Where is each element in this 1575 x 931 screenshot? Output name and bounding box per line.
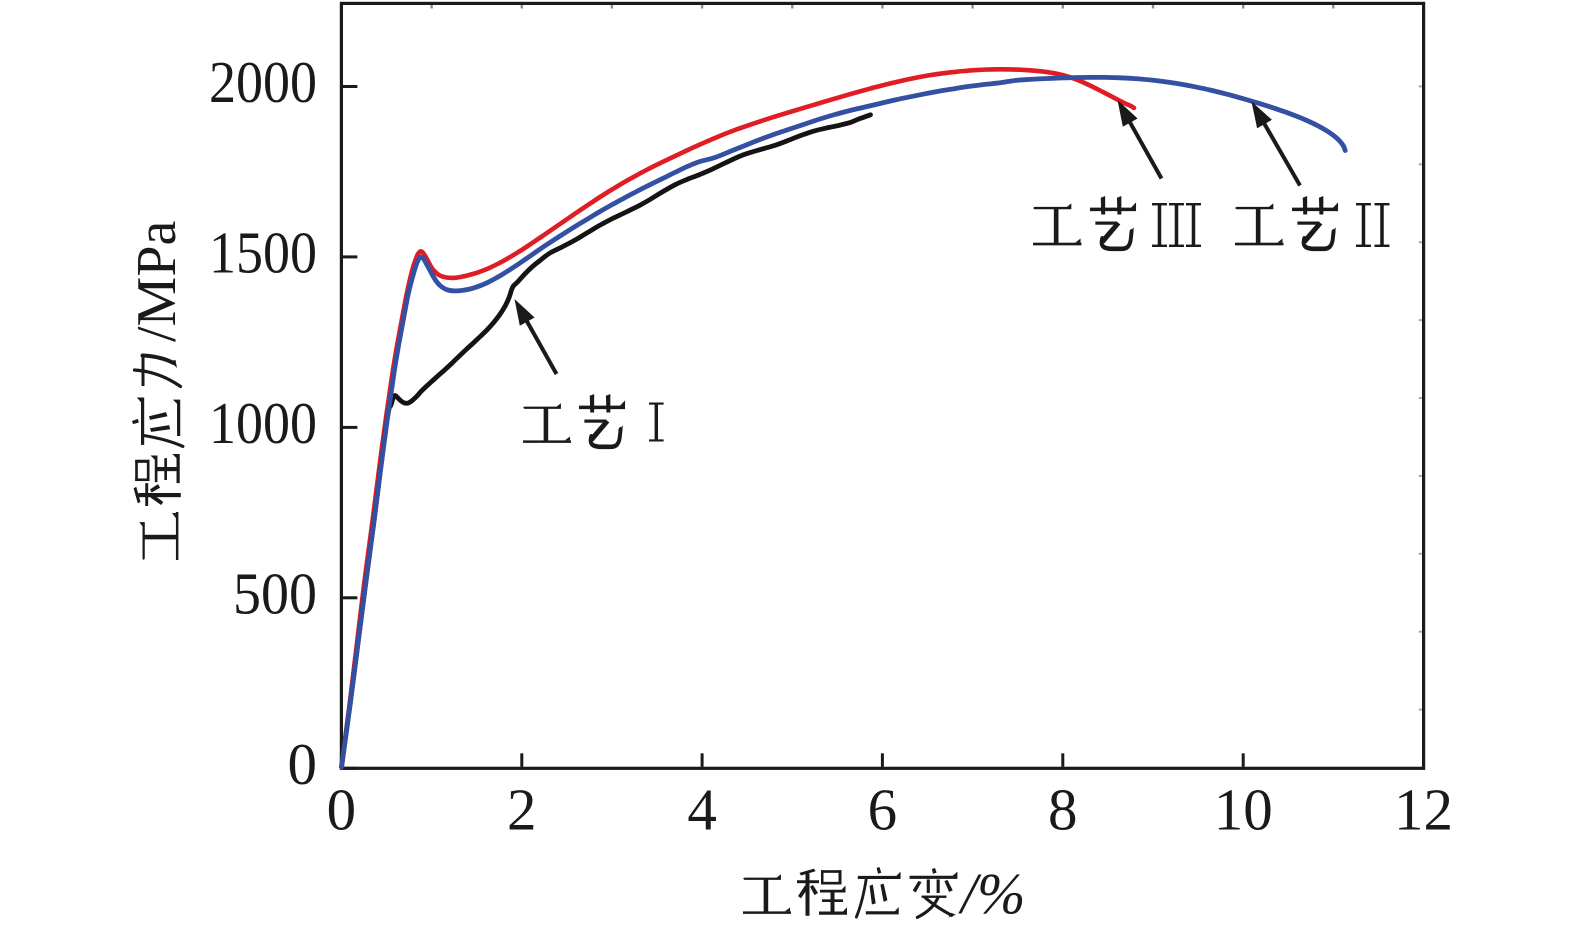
svg-text:/MPa: /MPa [126,221,188,342]
svg-text:2000: 2000 [209,49,317,115]
svg-text:10: 10 [1214,777,1273,843]
svg-text:500: 500 [233,560,317,626]
svg-text:4: 4 [687,777,717,843]
svg-text:2: 2 [507,777,537,843]
svg-text:6: 6 [868,777,898,843]
svg-text:1500: 1500 [209,219,317,285]
svg-text:/%: /% [958,861,1025,926]
svg-text:12: 12 [1394,777,1453,843]
svg-text:0: 0 [288,731,318,797]
svg-text:8: 8 [1048,777,1078,843]
svg-text:1000: 1000 [209,390,317,456]
svg-text:0: 0 [327,777,357,843]
